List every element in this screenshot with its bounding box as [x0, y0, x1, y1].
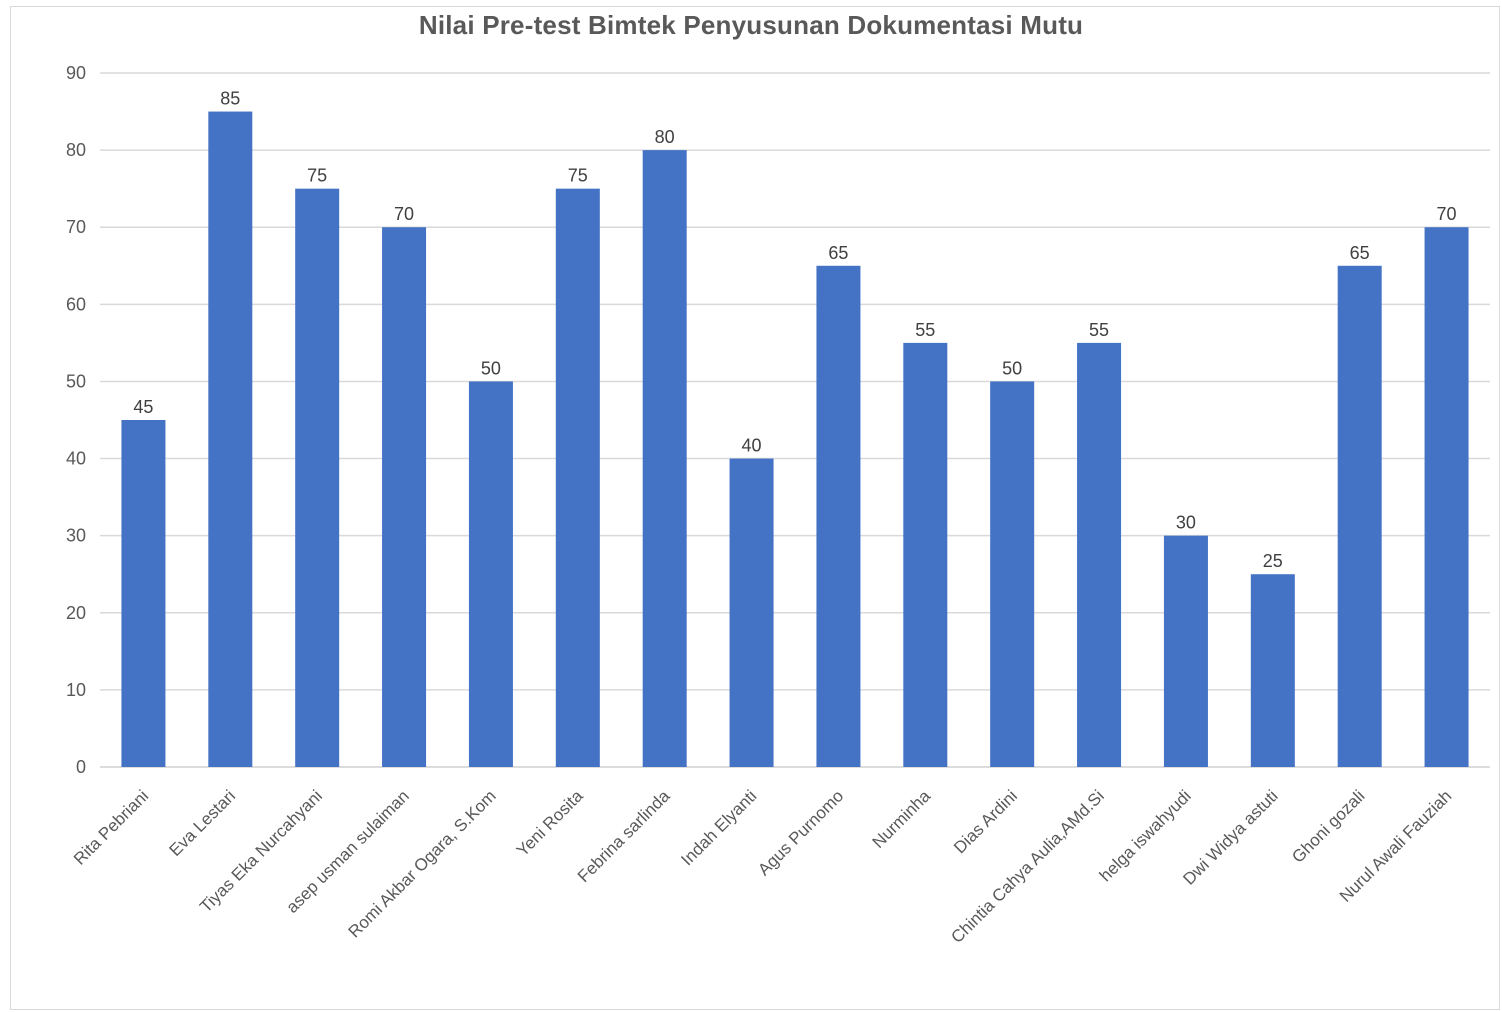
bar — [1337, 265, 1382, 767]
data-label: 75 — [568, 166, 588, 186]
bar — [642, 150, 687, 768]
y-tick-label: 30 — [66, 526, 86, 546]
bar — [382, 227, 427, 767]
data-label: 50 — [1002, 358, 1022, 378]
y-tick-label: 40 — [66, 449, 86, 469]
chart-title: Nilai Pre-test Bimtek Penyusunan Dokumen… — [418, 10, 1084, 40]
bar — [1424, 227, 1469, 767]
bar — [121, 420, 166, 767]
bar — [729, 458, 774, 767]
x-tick-label: Romi Akbar Ogara, S.Kom — [345, 786, 500, 941]
data-label: 70 — [394, 204, 414, 224]
x-tick-label: Yeni Rosita — [513, 786, 587, 860]
data-label: 25 — [1263, 551, 1283, 571]
data-label: 40 — [742, 436, 762, 456]
x-tick-label: Indah Elyanti — [677, 786, 760, 869]
bar — [1077, 342, 1122, 767]
x-tick-label: Dwi Widya astuti — [1179, 786, 1281, 888]
y-tick-label: 20 — [66, 603, 86, 623]
y-tick-label: 60 — [66, 294, 86, 314]
y-tick-label: 70 — [66, 217, 86, 237]
data-label: 55 — [1089, 320, 1109, 340]
bars — [121, 111, 1469, 768]
y-tick-label: 0 — [76, 757, 86, 777]
x-tick-label: Eva Lestari — [166, 786, 240, 860]
data-label: 70 — [1437, 204, 1457, 224]
data-label: 85 — [220, 89, 240, 109]
data-label: 65 — [828, 243, 848, 263]
x-tick-label: Ghoni gozali — [1288, 786, 1368, 866]
bar — [208, 111, 253, 768]
data-label: 75 — [307, 166, 327, 186]
x-tick-label: helga iswahyudi — [1096, 786, 1195, 885]
x-tick-label: Chintia Cahya Aulia,AMd.Si — [947, 786, 1107, 946]
y-tick-label: 90 — [66, 63, 86, 83]
data-label: 55 — [915, 320, 935, 340]
bar — [295, 188, 340, 767]
x-tick-label: Febrina sarlinda — [574, 786, 674, 886]
bar — [990, 381, 1035, 767]
bar — [816, 265, 861, 767]
y-tick-label: 80 — [66, 140, 86, 160]
bar — [555, 188, 600, 767]
x-tick-label: Dias Ardini — [950, 786, 1021, 857]
bar — [468, 381, 513, 767]
x-tick-label: Nurminha — [869, 786, 935, 852]
data-label: 65 — [1350, 243, 1370, 263]
data-label: 50 — [481, 358, 501, 378]
y-tick-label: 50 — [66, 371, 86, 391]
bar — [1250, 574, 1295, 767]
data-label: 30 — [1176, 513, 1196, 533]
y-tick-label: 10 — [66, 680, 86, 700]
data-label: 80 — [655, 127, 675, 147]
x-tick-label: Rita Pebriani — [70, 786, 152, 868]
bar — [903, 342, 948, 767]
bar — [1163, 535, 1208, 767]
data-label: 45 — [133, 397, 153, 417]
y-axis-ticks: 0 10 20 30 40 50 60 70 80 90 — [66, 63, 86, 777]
data-labels: 45 85 75 70 50 75 80 40 65 55 50 55 30 25 65 70 — [133, 89, 1456, 572]
x-tick-label: Agus Purnomo — [754, 786, 847, 879]
